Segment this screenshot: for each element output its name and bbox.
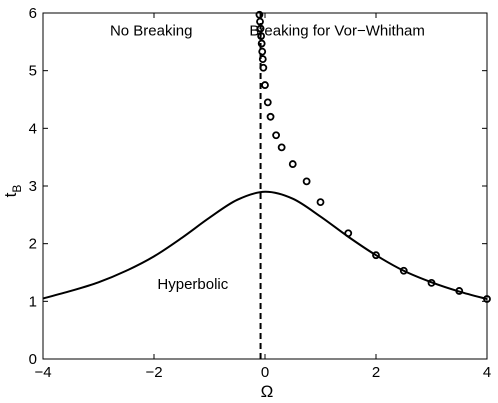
y-tick-label: 6	[29, 5, 37, 22]
y-axis-label-main: t	[1, 192, 20, 197]
x-axis-label: Ω	[261, 382, 274, 401]
marker-point	[257, 39, 266, 48]
x-tick-label: 4	[483, 364, 491, 381]
y-tick-label: 5	[29, 63, 37, 80]
marker-point	[255, 10, 264, 19]
marker-point	[258, 55, 267, 64]
marker-point	[427, 278, 436, 287]
marker-point	[288, 160, 297, 168]
x-tick-label: 2	[372, 364, 380, 381]
y-tick-label: 2	[29, 236, 37, 253]
marker-point	[256, 24, 265, 33]
y-tick-label: 0	[29, 351, 37, 368]
marker-point	[259, 63, 268, 72]
marker-point	[316, 198, 325, 207]
y-tick-label: 3	[29, 178, 37, 195]
series-layer	[42, 10, 491, 359]
solid-curve	[42, 190, 488, 300]
marker-point	[277, 143, 286, 152]
marker-point	[455, 287, 464, 295]
y-axis-label: tB	[1, 185, 24, 198]
marker-point	[302, 177, 311, 186]
y-tick-label: 1	[29, 293, 37, 310]
marker-point	[257, 32, 266, 40]
marker-point	[258, 47, 267, 56]
annotations: No Breaking Breaking for Vor−Whitham Hyper…	[110, 22, 425, 293]
marker-point	[372, 251, 380, 260]
annotation-label: Hyperbolic	[157, 276, 228, 293]
x-tick-label: −2	[145, 364, 162, 381]
y-axis-label-subscript: B	[10, 185, 24, 193]
marker-point	[266, 112, 275, 121]
axis-tick-labels: −4 −2 0 2 4 0 1 2 3 4 5 6	[29, 5, 492, 381]
marker-point	[256, 17, 264, 26]
marker-point	[263, 98, 272, 107]
axis-ticks	[42, 12, 488, 360]
annotation-label: No Breaking	[110, 22, 193, 39]
marker-point	[272, 131, 281, 140]
y-tick-label: 4	[29, 120, 37, 137]
marker-point	[399, 266, 408, 275]
x-tick-label: 0	[261, 364, 269, 381]
marker-point	[483, 295, 491, 303]
annotation-label: Breaking for Vor−Whitham	[249, 22, 425, 39]
marker-point	[344, 229, 353, 238]
x-tick-label: −4	[34, 364, 51, 381]
marker-point	[261, 81, 269, 89]
